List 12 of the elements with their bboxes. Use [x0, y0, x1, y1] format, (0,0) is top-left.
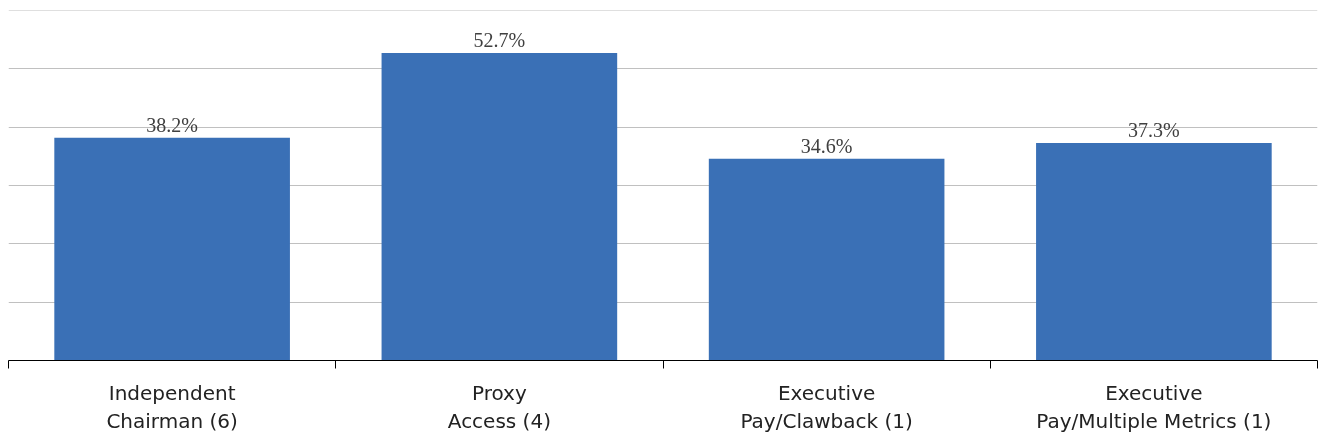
bar [708, 158, 945, 361]
x-tick-label: Executive Pay/Multiple Metrics (1) [1036, 380, 1272, 434]
bar [1036, 142, 1272, 361]
data-label: 34.6% [800, 134, 853, 157]
x-tick-label: Executive Pay/Clawback (1) [740, 380, 913, 434]
x-tick-label: Independent Chairman (6) [106, 380, 238, 434]
bar [54, 137, 290, 361]
data-label: 38.2% [146, 113, 198, 136]
data-label: 52.7% [473, 29, 526, 52]
bar [381, 53, 618, 361]
data-label: 37.3% [1128, 118, 1180, 141]
x-tick-label: Proxy Access (4) [447, 380, 551, 434]
